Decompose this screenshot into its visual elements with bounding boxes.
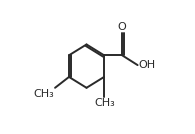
Text: OH: OH [138, 60, 155, 70]
Text: CH₃: CH₃ [95, 98, 115, 108]
Text: CH₃: CH₃ [34, 89, 55, 99]
Text: O: O [118, 22, 127, 32]
